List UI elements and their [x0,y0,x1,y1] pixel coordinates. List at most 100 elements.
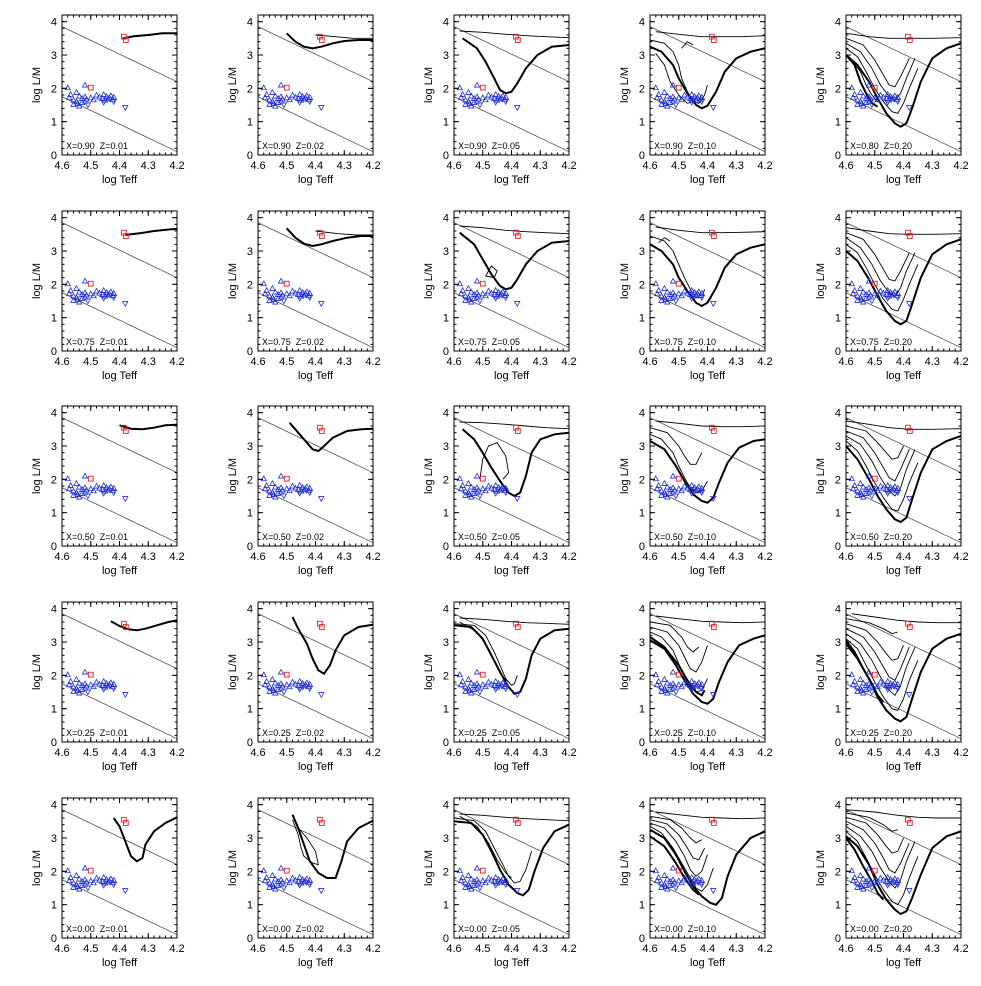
x-axis-label: log Teff [690,565,726,577]
y-axis-label: log L/M [815,458,827,494]
x-tick-label: 4.3 [337,356,352,368]
plot-area [258,613,373,740]
triangle-up-marker [75,298,83,305]
contour-thin [846,812,898,832]
x-tick-label: 4.3 [337,747,352,759]
reference-line [454,26,569,83]
triangle-up-marker [859,288,867,295]
triangle-up-marker [688,873,695,880]
triangle-up-marker [467,288,475,295]
y-tick-label: 1 [443,313,449,325]
triangle-up-marker [867,878,874,885]
triangle-down-marker [317,496,325,503]
triangle-up-marker [261,681,269,688]
y-tick-label: 1 [247,508,253,520]
triangle-down-marker [121,301,129,308]
reference-line [650,809,765,866]
triangle-up-marker [296,286,303,293]
triangle-up-marker [465,284,472,291]
triangle-up-marker [277,668,285,675]
contour-thin [655,53,694,104]
triangle-up-marker [666,489,674,496]
y-tick-label: 3 [247,833,253,845]
y-tick-label: 2 [443,279,449,291]
y-tick-label: 2 [639,279,645,291]
x-tick-label: 4.6 [642,943,657,955]
triangle-up-marker [465,479,472,486]
square-marker [122,428,129,434]
plot-frame [845,210,962,352]
triangle-up-marker [261,877,269,884]
contour-thick [110,619,177,632]
contour-thin [846,425,904,460]
x-axis-label: log Teff [690,957,726,969]
y-axis-label: log L/M [31,458,43,494]
x-axis-label: log Teff [298,174,334,186]
contour-thin [846,623,904,661]
triangle-up-marker [261,94,269,101]
y-tick-label: 2 [51,866,57,878]
x-tick-label: 4.3 [533,356,548,368]
square-marker [122,820,129,826]
triangle-up-marker [462,100,469,107]
x-tick-label: 4.6 [838,943,853,955]
y-tick-label: 4 [51,213,57,225]
triangle-down-marker [698,882,706,889]
triangle-up-marker [81,277,89,284]
triangle-up-marker [688,286,695,293]
x-tick-label: 4.3 [729,943,744,955]
panel: 4.6 4.5 4.4 4.3 4.2 0 1 2 3 4 log Teff log L/M X=0.0… [619,797,773,969]
x-axis-label: log Teff [494,174,530,186]
plot-area [650,809,765,936]
triangle-up-marker [653,485,661,492]
square-marker [906,624,913,630]
triangle-up-marker [263,873,270,880]
x-tick-label: 4.6 [446,356,461,368]
y-tick-label: 4 [835,604,841,616]
triangle-up-marker [75,102,83,109]
x-axis-label: log Teff [102,174,138,186]
square-marker [514,233,521,239]
y-tick-label: 0 [639,737,645,749]
triangle-up-marker [894,876,902,883]
triangle-up-marker [661,479,668,486]
x-axis-label: log Teff [102,957,138,969]
x-tick-label: 4.6 [838,747,853,759]
triangle-down-marker [513,888,521,895]
y-tick-label: 2 [443,83,449,95]
y-tick-label: 1 [51,508,57,520]
x-tick-label: 4.6 [642,356,657,368]
contour-thick [286,32,373,50]
triangle-up-marker [266,296,273,303]
triangle-up-marker [888,95,896,102]
triangle-up-marker [862,685,870,692]
triangle-up-marker [263,90,270,97]
y-tick-label: 0 [443,933,449,945]
triangle-up-marker [279,682,286,689]
contour-thick [112,816,177,863]
triangle-up-marker [678,292,685,299]
square-marker [283,671,290,678]
panel-parameter-label: X=0.50 Z=0.10 [654,532,716,542]
contour-thin [650,621,700,653]
reference-line [650,879,765,936]
contour-thick [846,830,961,916]
contour-thin [846,237,916,297]
triangle-up-marker [479,94,487,101]
triangle-up-marker [106,485,113,492]
square-marker [479,867,486,874]
triangle-up-marker [456,84,464,91]
y-tick-label: 4 [247,17,253,29]
triangle-up-marker [851,286,858,293]
x-tick-label: 4.4 [896,551,911,563]
triangle-down-marker [513,496,521,503]
triangle-up-marker [692,682,700,689]
square-marker [122,233,129,239]
triangle-up-marker [862,489,870,496]
y-tick-label: 2 [443,670,449,682]
square-marker [87,280,94,287]
triangle-up-marker [652,84,660,91]
triangle-up-marker [663,875,671,882]
triangle-up-marker [106,290,113,297]
